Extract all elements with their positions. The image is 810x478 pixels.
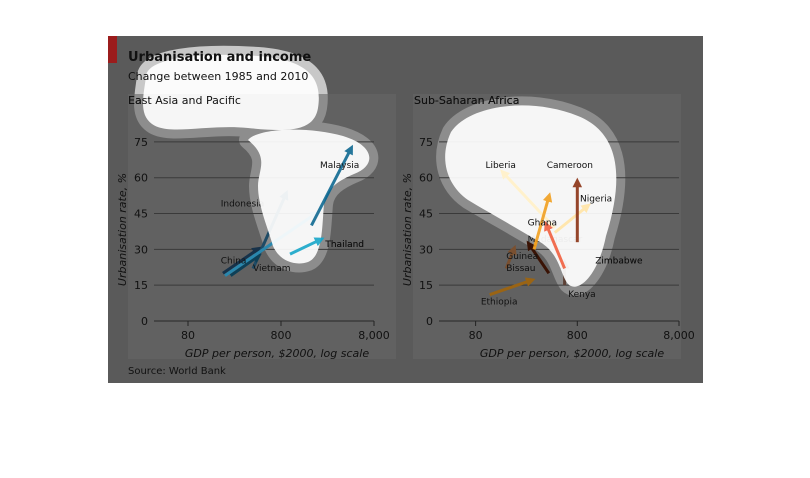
x-tick-label: 800 xyxy=(567,329,588,342)
chart-panel-1: 0 15 30 45 60 75 80 800 8,000 GDP per person, $20… xyxy=(116,94,396,360)
country-label-overlay-cameroon: Cameroon xyxy=(547,161,593,171)
x-tick-label: 8,000 xyxy=(358,329,390,342)
arrow-overlay-cameroon xyxy=(553,203,591,234)
x-tick-label: 80 xyxy=(181,329,195,342)
y-tick-label: 45 xyxy=(419,208,433,221)
x-axis-label: GDP per person, $2000, log scale xyxy=(185,347,369,360)
country-label-guinea: Guinea xyxy=(506,252,538,262)
country-label-china: China xyxy=(221,257,247,267)
y-tick-label: 0 xyxy=(141,315,148,328)
country-label-thailand: Thailand xyxy=(324,240,364,250)
chart-title: Urbanisation and income xyxy=(128,50,312,65)
arrow-vietnam xyxy=(229,253,262,277)
panel-title-overlay: East Asia and Pacific xyxy=(128,94,241,107)
y-tick-label: 0 xyxy=(426,315,433,328)
y-tick-label: 15 xyxy=(134,279,148,292)
arrow-ethiopia xyxy=(489,277,536,297)
country-label-vietnam: Vietnam xyxy=(253,264,291,274)
country-label-ethiopia: Ethiopia xyxy=(481,297,518,307)
country-label-overlay-zimbabwe: Zimbabwe xyxy=(595,257,643,267)
x-axis-label: GDP per person, $2000, log scale xyxy=(480,347,664,360)
arrow-overlay-thailand xyxy=(289,237,325,256)
chart-subtitle: Change between 1985 and 2010 xyxy=(128,70,309,83)
arrow-china xyxy=(222,246,262,275)
x-tick-label: 80 xyxy=(469,329,483,342)
chart-source: Source: World Bank xyxy=(128,366,226,377)
country-label-overlay-liberia: Liberia xyxy=(485,161,515,171)
y-tick-label: 75 xyxy=(419,136,433,149)
highlight-blob-1 xyxy=(143,54,319,130)
y-tick-label: 15 xyxy=(419,279,433,292)
x-tick-label: 8,000 xyxy=(663,329,695,342)
chart-figure: 0 15 30 45 60 75 80 800 8,000 GDP per person, $20… xyxy=(108,36,703,383)
country-label-overlay-thailand: Thailand xyxy=(324,240,364,250)
x-tick-label: 800 xyxy=(270,329,291,342)
country-label-indonesia: Indonesia xyxy=(221,199,265,209)
y-tick-label: 45 xyxy=(134,208,148,221)
y-axis-label: Urbanisation rate, % xyxy=(116,173,129,286)
country-label-overlay-malaysia: Malaysia xyxy=(320,161,359,171)
panel-title: Sub-Saharan Africa xyxy=(414,94,519,107)
arrow-overlay-ghana xyxy=(532,192,553,250)
country-label-kenya: Kenya xyxy=(568,290,596,300)
highlight-blob-2 xyxy=(248,129,370,264)
panel-title-overlay: Sub-Saharan Africa xyxy=(414,94,519,107)
country-label-zimbabwe: Zimbabwe xyxy=(595,257,643,267)
y-tick-label: 75 xyxy=(134,136,148,149)
brand-accent-bar xyxy=(108,36,117,63)
country-label-overlay-nigeria: Nigeria xyxy=(580,195,612,205)
arrow-overlay-zimbabwe xyxy=(544,221,566,270)
y-tick-label: 30 xyxy=(419,243,433,256)
country-label-bissau: Bissau xyxy=(506,264,535,274)
country-label-overlay-ghana: Ghana xyxy=(528,218,557,228)
arrow-overlay-malaysia xyxy=(310,144,353,227)
arrow-guinea-bissau xyxy=(504,244,517,270)
y-tick-label: 60 xyxy=(134,172,148,185)
y-axis-label: Urbanisation rate, % xyxy=(401,173,414,286)
arrow-madagascar xyxy=(526,240,551,275)
arrow-overlay-liberia xyxy=(500,169,556,229)
highlight-blob-3 xyxy=(445,105,617,287)
y-tick-label: 60 xyxy=(419,172,433,185)
y-tick-label: 30 xyxy=(134,243,148,256)
